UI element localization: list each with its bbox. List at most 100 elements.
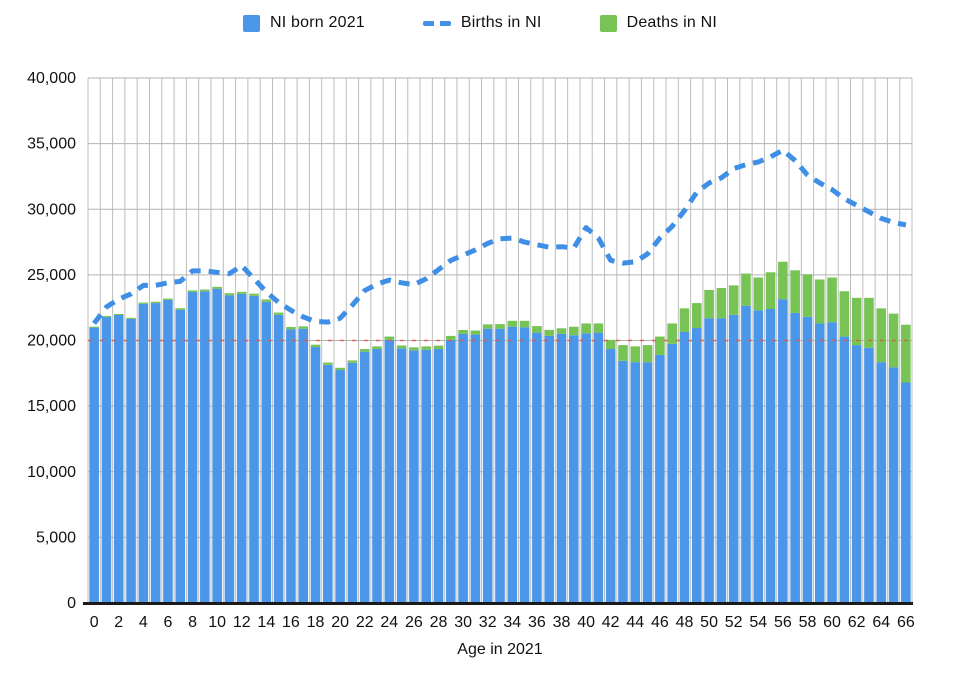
- bar-deaths: [728, 285, 739, 315]
- bar-ni-born: [126, 318, 136, 603]
- x-tick-label: 64: [872, 614, 890, 631]
- x-tick-label: 44: [626, 614, 644, 631]
- bar-ni-born: [790, 312, 800, 603]
- bar-deaths: [261, 299, 272, 302]
- bar-ni-born: [310, 347, 321, 603]
- y-tick-label: 35,000: [27, 136, 76, 153]
- bar-ni-born: [113, 314, 124, 603]
- x-tick-label: 24: [380, 614, 398, 631]
- x-tick-label: 40: [577, 614, 595, 631]
- bar-ni-born: [150, 303, 161, 603]
- x-axis-line: [83, 602, 913, 605]
- bar-deaths: [568, 326, 579, 336]
- bar-ni-born: [101, 316, 112, 603]
- bar-ni-born: [359, 351, 370, 603]
- bar-ni-born: [532, 332, 542, 603]
- x-tick-label: 20: [331, 614, 349, 631]
- y-tick-labels: 0 5,000 10,000 15,000 20,000 25,000 30,000 35,0…: [27, 70, 76, 612]
- legend-item-deaths: Deaths in NI: [599, 14, 718, 32]
- bar-ni-born: [568, 335, 579, 603]
- bar-deaths: [802, 274, 813, 317]
- bar-deaths: [372, 346, 382, 350]
- bar-deaths: [716, 288, 727, 319]
- bar-ni-born: [581, 333, 591, 603]
- x-tick-label: 52: [725, 614, 743, 631]
- bar-ni-born: [224, 295, 235, 603]
- x-tick-label: 34: [503, 614, 521, 631]
- bar-ni-born: [667, 343, 677, 603]
- legend-label-deaths: Deaths in NI: [626, 14, 718, 31]
- bar-deaths: [778, 261, 788, 300]
- y-tick-label: 0: [67, 595, 76, 612]
- bar-deaths: [691, 303, 702, 329]
- bar-ni-born: [384, 339, 395, 603]
- bar-ni-born: [864, 347, 874, 603]
- x-tick-label: 22: [356, 614, 374, 631]
- bar-deaths: [187, 290, 198, 292]
- bar-ni-born: [273, 314, 284, 603]
- bar-ni-born: [138, 303, 149, 603]
- x-tick-label: 38: [553, 614, 571, 631]
- bar-ni-born: [519, 327, 530, 603]
- y-tick-label: 5,000: [36, 529, 76, 546]
- x-tick-label: 8: [188, 614, 197, 631]
- bar-ni-born: [814, 323, 825, 603]
- bar-ni-born: [236, 293, 247, 603]
- bar-deaths: [163, 298, 173, 300]
- bar-deaths: [839, 291, 850, 337]
- bar-deaths: [273, 312, 284, 315]
- bar-deaths: [384, 336, 395, 340]
- bar-deaths: [519, 320, 530, 328]
- bars-ni-born: [89, 288, 911, 603]
- bar-ni-born: [605, 349, 616, 603]
- x-tick-label: 54: [749, 614, 767, 631]
- bar-ni-born: [704, 318, 714, 603]
- bar-ni-born: [728, 314, 739, 603]
- chart-legend: NI born 2021 Births in NI Deaths in NI: [0, 14, 960, 32]
- bar-ni-born: [741, 305, 751, 603]
- bar-deaths: [323, 362, 333, 365]
- bar-deaths: [347, 360, 358, 363]
- x-tick-label: 60: [823, 614, 841, 631]
- bar-deaths: [618, 345, 628, 361]
- legend-item-births: Births in NI: [422, 14, 542, 32]
- bar-deaths: [507, 320, 518, 327]
- bar-deaths: [765, 272, 776, 309]
- legend-item-ni-born: NI born 2021: [242, 14, 365, 32]
- bar-ni-born: [655, 354, 665, 603]
- births-line: [92, 147, 907, 325]
- x-tick-label: 6: [163, 614, 172, 631]
- y-tick-label: 30,000: [27, 201, 76, 218]
- x-tick-label: 62: [848, 614, 866, 631]
- bar-ni-born: [470, 334, 481, 603]
- bar-deaths: [814, 279, 825, 324]
- bar-ni-born: [778, 299, 788, 603]
- bar-ni-born: [642, 362, 653, 603]
- bar-ni-born: [630, 362, 641, 603]
- bar-ni-born: [482, 328, 493, 603]
- bar-ni-born: [716, 318, 727, 603]
- bar-ni-born: [347, 362, 358, 603]
- bar-deaths: [175, 308, 186, 310]
- x-tick-label: 28: [430, 614, 448, 631]
- bar-deaths: [433, 345, 444, 350]
- bar-ni-born: [753, 310, 764, 603]
- legend-label-births: Births in NI: [460, 14, 542, 31]
- x-tick-label: 0: [90, 614, 99, 631]
- bar-ni-born: [495, 328, 505, 603]
- bar-deaths: [138, 302, 149, 304]
- bar-deaths: [605, 339, 616, 350]
- bar-ni-born: [888, 367, 899, 603]
- y-tick-label: 20,000: [27, 333, 76, 350]
- bar-ni-born: [802, 316, 813, 603]
- x-tick-label: 14: [257, 614, 275, 631]
- x-tick-label: 10: [208, 614, 226, 631]
- bar-deaths: [458, 330, 468, 334]
- bar-ni-born: [446, 339, 456, 603]
- bar-deaths: [556, 328, 567, 334]
- bar-deaths: [704, 289, 714, 319]
- bar-ni-born: [876, 362, 887, 603]
- bar-deaths: [89, 326, 99, 328]
- bar-deaths: [286, 326, 296, 330]
- x-axis-title: Age in 2021: [457, 641, 543, 658]
